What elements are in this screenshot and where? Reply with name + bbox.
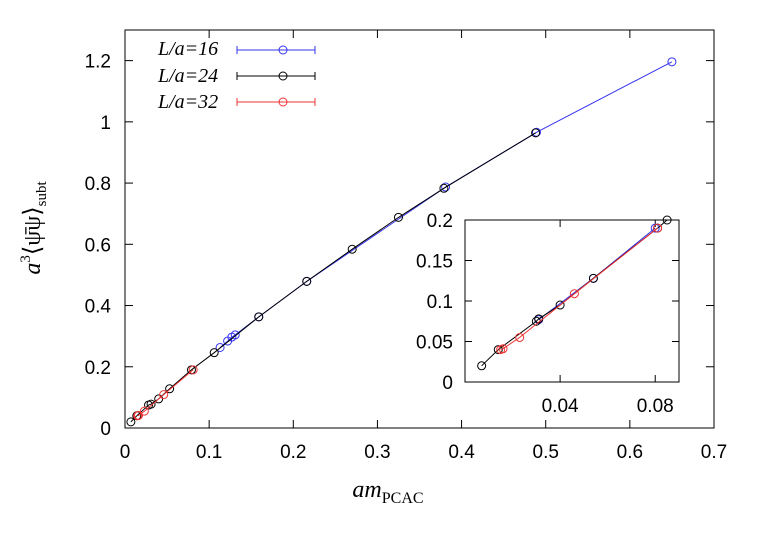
- legend-label-l32: L/a=32: [157, 91, 218, 113]
- data-point: [209, 348, 219, 358]
- data-point: [555, 300, 565, 310]
- series-line-la32: [500, 227, 658, 351]
- inset-series: [477, 215, 672, 371]
- x-tick-label: 0.7: [701, 442, 727, 463]
- y-tick-label: 0.6: [85, 235, 111, 256]
- data-point: [215, 342, 225, 352]
- y-tick-label: 1.2: [85, 52, 111, 73]
- series-line-la24: [130, 132, 536, 423]
- data-point: [188, 365, 198, 375]
- data-point: [159, 390, 169, 400]
- legend-line-l24: [236, 71, 316, 81]
- y-tick-label: 0: [100, 419, 111, 440]
- main-ticks: 0 0.1 0.2 0.3 0.4 0.5 0.6 0.7 0 0.2 0.4 0.6 0.8 1 1.2: [85, 30, 727, 463]
- data-point: [441, 182, 451, 192]
- legend-marker: [278, 97, 288, 107]
- inset-ticks: 0.04 0.08 0 0.05 0.1 0.15 0.2: [416, 211, 679, 417]
- x-tick-label: 0.1: [196, 442, 222, 463]
- x-axis-label: amPCAC: [352, 477, 423, 507]
- y-tick-label: 0.2: [85, 358, 111, 379]
- legend-line-l16: [236, 45, 316, 55]
- data-point: [493, 345, 503, 355]
- x-tick-label: 0.3: [364, 442, 390, 463]
- data-point: [254, 312, 264, 322]
- inset-plot-frame: [464, 219, 680, 383]
- data-point: [653, 223, 663, 233]
- data-point: [498, 344, 508, 354]
- legend-label-l16: L/a=16: [157, 38, 218, 60]
- inset-x-tick-label: 0.04: [542, 396, 579, 417]
- legend-marker: [278, 45, 288, 55]
- data-point: [146, 399, 156, 409]
- data-point: [439, 183, 449, 193]
- data-point: [133, 410, 143, 420]
- inset-x-tick-label: 0.08: [637, 396, 674, 417]
- x-tick-label: 0.6: [617, 442, 643, 463]
- data-point: [230, 330, 240, 340]
- inset-y-tick-label: 0.1: [427, 292, 453, 313]
- data-point: [588, 273, 598, 283]
- data-point: [139, 406, 149, 416]
- inset-y-tick-label: 0: [442, 373, 453, 394]
- series-line-la32: [137, 369, 194, 417]
- data-point: [515, 332, 525, 342]
- data-point: [662, 215, 672, 225]
- legend-marker: [278, 71, 288, 81]
- data-point: [531, 128, 541, 138]
- main-series: [126, 57, 677, 427]
- x-tick-label: 0.4: [448, 442, 475, 463]
- data-point: [477, 361, 487, 371]
- data-point: [650, 223, 660, 233]
- data-point: [126, 417, 136, 427]
- data-point: [347, 244, 357, 254]
- data-point: [393, 212, 403, 222]
- legend-line-l32: [236, 97, 316, 107]
- main-plot-frame: [124, 29, 715, 429]
- y-axis-label: a3⟨ψ̄ψ⟩subt: [18, 181, 50, 275]
- y-tick-label: 0.4: [85, 297, 112, 318]
- inset-y-tick-label: 0.05: [416, 333, 453, 354]
- y-tick-label: 0.8: [85, 174, 111, 195]
- data-point: [667, 57, 677, 67]
- x-tick-label: 0.5: [533, 442, 559, 463]
- y-tick-label: 1: [100, 113, 111, 134]
- inset-y-tick-label: 0.2: [427, 211, 453, 232]
- data-point: [165, 384, 175, 394]
- legend-label-l24: L/a=24: [157, 65, 218, 87]
- x-tick-label: 0.2: [280, 442, 306, 463]
- legend: L/a=16 L/a=24 L/a=32: [157, 38, 316, 113]
- inset-y-tick-label: 0.15: [416, 252, 453, 273]
- data-point: [569, 289, 579, 299]
- data-point: [302, 276, 312, 286]
- x-tick-label: 0: [120, 442, 131, 463]
- data-point: [531, 127, 541, 137]
